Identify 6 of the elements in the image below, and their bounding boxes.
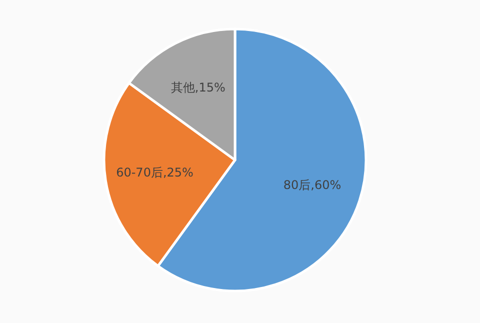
slice-label: 80后: [283, 178, 311, 192]
data-label: ,15%: [194, 80, 226, 95]
data-label: ,60%: [310, 178, 342, 192]
data-label: ,25%: [162, 166, 194, 180]
slice-label: 其他: [170, 80, 195, 95]
slice-label: 60-70后: [116, 166, 163, 180]
